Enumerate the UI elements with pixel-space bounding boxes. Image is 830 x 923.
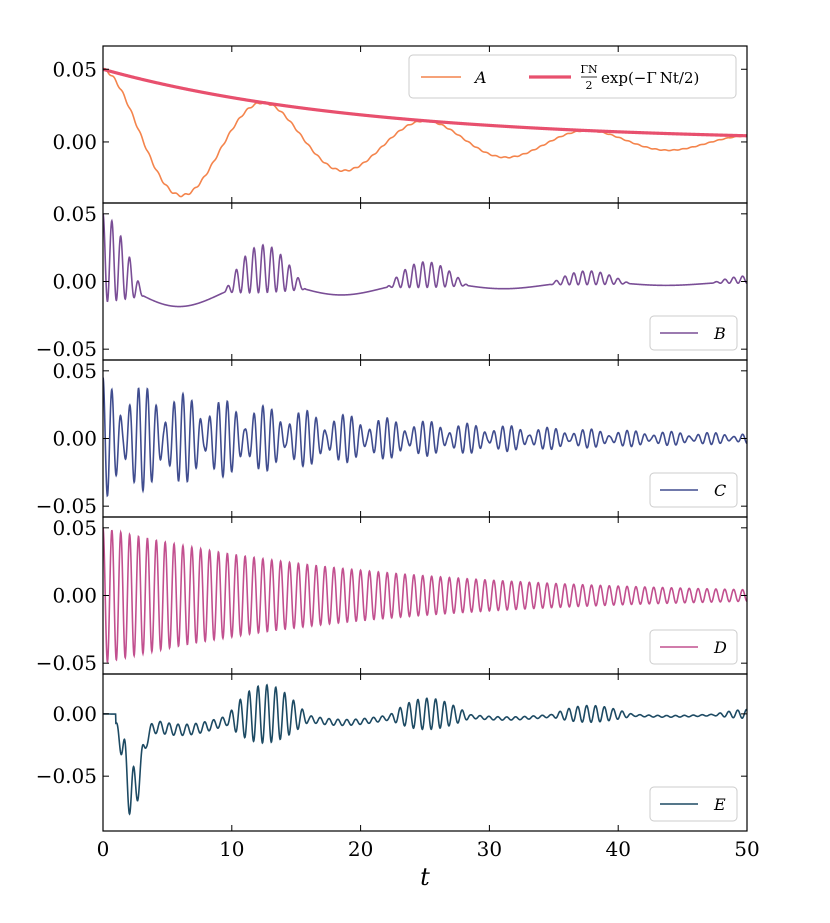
x-axis-label: t [420, 863, 430, 891]
legend-label: exp(−Γ Nt/2) [601, 69, 699, 87]
legend-label: B [713, 324, 726, 343]
series-line-0 [103, 683, 747, 816]
series-line-0 [103, 377, 747, 498]
panel-1: 0.00 0.05 A ΓN 2 exp(−Γ Nt/2) [52, 45, 748, 204]
y-tick-label: 0.00 [52, 702, 97, 726]
legend-frac-num: ΓN [580, 63, 598, 76]
legend-box [408, 54, 737, 99]
x-tick-label: 50 [734, 837, 759, 861]
x-tick-label: 30 [477, 837, 502, 861]
y-tick-label: 0.00 [52, 270, 97, 294]
x-tick-label: 20 [348, 837, 373, 861]
x-tick-label: 0 [97, 837, 110, 861]
legend-label: D [713, 638, 727, 657]
y-tick-label: 0.00 [52, 130, 97, 154]
y-tick-label: 0.05 [52, 516, 97, 540]
y-tick-label: 0.05 [52, 57, 97, 81]
panel-3: −0.05 0.00 0.05 C [36, 359, 748, 518]
y-tick-label: 0.05 [52, 202, 97, 226]
y-tick-label: 0.05 [52, 359, 97, 383]
legend-frac-den: 2 [586, 79, 593, 92]
y-tick-label: 0.00 [52, 584, 97, 608]
series-line-0 [103, 213, 747, 308]
legend-label: A [473, 68, 487, 87]
series-line-1 [103, 67, 747, 138]
legend-label: C [714, 481, 726, 500]
y-tick-label: −0.05 [36, 337, 97, 361]
y-tick-label: −0.05 [36, 494, 97, 518]
x-tick-label: 10 [219, 837, 244, 861]
axes-frame [102, 673, 748, 832]
series-line-0 [103, 527, 747, 663]
panel-4: −0.05 0.00 0.05 D [36, 516, 748, 675]
panel-5: −0.05 0.00 0 10 20 30 40 50 E [36, 673, 760, 861]
panel-2: −0.05 0.00 0.05 B [36, 202, 748, 361]
x-tick-label: 40 [605, 837, 630, 861]
legend-label: E [713, 795, 726, 814]
y-tick-label: 0.00 [52, 427, 97, 451]
y-tick-label: −0.05 [36, 764, 97, 788]
y-tick-label: −0.05 [36, 651, 97, 675]
